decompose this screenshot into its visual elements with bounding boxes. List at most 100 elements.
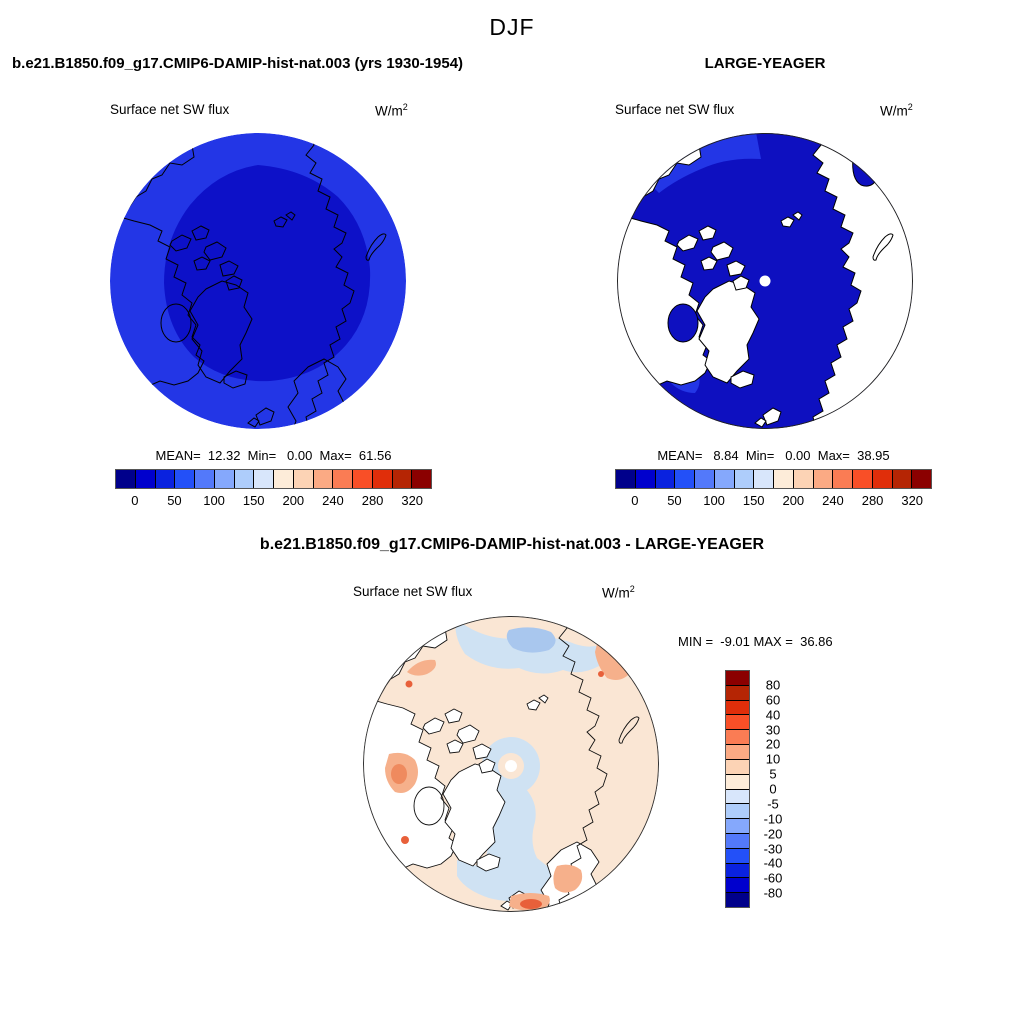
colorbar-tick-label: 30 (765, 722, 781, 737)
colorbar-tick-label: 280 (861, 493, 884, 508)
model-units-exponent: 2 (402, 102, 408, 112)
model-stats: MEAN= 12.32 Min= 0.00 Max= 61.56 (155, 448, 392, 463)
colorbar-tick-label: -40 (763, 855, 783, 871)
colorbar-segment (726, 848, 749, 864)
colorbar-tick-label: 240 (822, 493, 844, 508)
colorbar-tick-label: -20 (763, 826, 783, 842)
colorbar-segment (726, 893, 749, 907)
obs-bright-band-top (649, 133, 761, 193)
obs-units-base: W/m (880, 103, 908, 119)
model-map-inner-fill (164, 165, 371, 382)
colorbar-segment (655, 470, 676, 488)
colorbar-segment (714, 470, 735, 488)
colorbar-tick-label: 150 (742, 493, 765, 508)
colorbar-segment (726, 878, 749, 894)
model-colorbar (115, 469, 432, 489)
model-panel-title: b.e21.B1850.f09_g17.CMIP6-DAMIP-hist-nat… (12, 55, 464, 72)
model-polar-map (110, 133, 406, 429)
colorbar-segment (726, 700, 749, 716)
model-colorbar-ticks: 0 50 100 150 200 240 280 320 (115, 493, 432, 509)
colorbar-segment (726, 730, 749, 746)
colorbar-tick-label: -30 (763, 841, 783, 856)
colorbar-segment (392, 470, 413, 488)
obs-stats: MEAN= 8.84 Min= 0.00 Max= 38.95 (657, 448, 890, 463)
colorbar-segment (726, 745, 749, 760)
colorbar-tick-label: 0 (631, 493, 639, 508)
obs-pole-hole (759, 275, 771, 287)
colorbar-segment (155, 470, 176, 488)
colorbar-segment (214, 470, 235, 488)
diff-stats: MIN = -9.01 MAX = 36.86 (678, 634, 833, 649)
obs-map-outline (617, 133, 913, 429)
colorbar-segment (726, 759, 749, 775)
colorbar-segment (726, 819, 749, 834)
obs-panel-title: LARGE-YEAGER (704, 55, 826, 72)
colorbar-segment (726, 789, 749, 805)
colorbar-segment (726, 671, 749, 686)
colorbar-segment (353, 470, 373, 488)
colorbar-segment (734, 470, 755, 488)
colorbar-tick-label: 80 (765, 677, 781, 693)
colorbar-tick-label: -60 (763, 870, 783, 886)
colorbar-segment (754, 470, 774, 488)
diff-field-label: Surface net SW flux (353, 584, 473, 599)
diff-units-label: W/m2 (602, 584, 635, 601)
colorbar-segment (635, 470, 656, 488)
colorbar-tick-label: 150 (242, 493, 265, 508)
diff-polar-map (363, 616, 659, 912)
colorbar-segment (853, 470, 873, 488)
colorbar-segment (116, 470, 136, 488)
obs-units-label: W/m2 (880, 102, 913, 119)
colorbar-segment (274, 470, 294, 488)
colorbar-segment (726, 685, 749, 701)
colorbar-segment (313, 470, 334, 488)
colorbar-tick-label: 40 (765, 707, 781, 723)
colorbar-tick-label: 0 (131, 493, 139, 508)
colorbar-tick-label: 320 (401, 493, 424, 508)
diff-map-outline (363, 616, 659, 912)
colorbar-tick-label: 320 (901, 493, 924, 508)
colorbar-tick-label: 5 (769, 766, 777, 782)
colorbar-segment (726, 804, 749, 820)
colorbar-segment (872, 470, 893, 488)
colorbar-tick-label: 280 (361, 493, 384, 508)
model-field-label: Surface net SW flux (110, 102, 230, 117)
colorbar-segment (135, 470, 156, 488)
model-units-base: W/m (375, 103, 403, 119)
diff-pole-hole (505, 760, 517, 772)
colorbar-segment (726, 774, 749, 790)
colorbar-tick-label: 100 (703, 493, 725, 508)
colorbar-tick-label: 240 (322, 493, 344, 508)
colorbar-segment (912, 470, 931, 488)
colorbar-segment (195, 470, 215, 488)
diff-units-exponent: 2 (629, 584, 635, 594)
colorbar-segment (726, 715, 749, 731)
season-title: DJF (489, 14, 535, 40)
colorbar-segment (412, 470, 431, 488)
colorbar-segment (333, 470, 353, 488)
colorbar-segment (372, 470, 393, 488)
colorbar-segment (774, 470, 794, 488)
colorbar-segment (293, 470, 314, 488)
colorbar-segment (833, 470, 853, 488)
diff-colorbar (725, 670, 750, 908)
colorbar-tick-label: 10 (765, 751, 781, 767)
colorbar-tick-label: 50 (667, 493, 682, 508)
colorbar-segment (675, 470, 695, 488)
colorbar-segment (813, 470, 834, 488)
colorbar-tick-label: -10 (763, 811, 783, 827)
diff-units-base: W/m (602, 585, 630, 601)
colorbar-segment (726, 863, 749, 879)
model-units-label: W/m2 (375, 102, 408, 119)
obs-field-label: Surface net SW flux (615, 102, 735, 117)
colorbar-segment (616, 470, 636, 488)
obs-colorbar-ticks: 0 50 100 150 200 240 280 320 (615, 493, 932, 509)
colorbar-segment (793, 470, 814, 488)
diff-panel-title: b.e21.B1850.f09_g17.CMIP6-DAMIP-hist-nat… (259, 536, 765, 553)
colorbar-tick-label: 0 (769, 781, 777, 797)
colorbar-tick-label: 20 (765, 736, 781, 752)
colorbar-segment (695, 470, 715, 488)
obs-units-exponent: 2 (907, 102, 913, 112)
colorbar-segment (892, 470, 913, 488)
